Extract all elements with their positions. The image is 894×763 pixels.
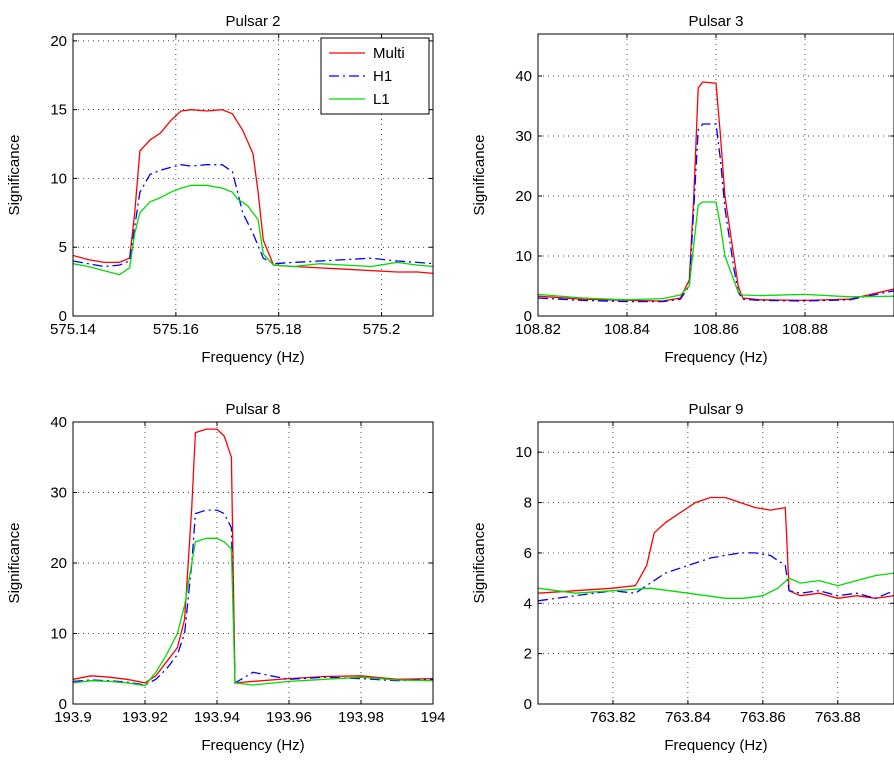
- x-tick-label: 193.9: [54, 709, 92, 726]
- x-tick-label: 763.86: [740, 709, 786, 726]
- y-tick-label: 10: [50, 170, 67, 187]
- series-line-l1: [73, 184, 433, 276]
- series-line-l1: [538, 572, 894, 599]
- y-tick-label: 8: [524, 495, 532, 512]
- axes-frame: [537, 421, 894, 705]
- chart-panel-4: 763.82 763.84 763.86 763.88 0 2 4 6 8 10 Pulsar 9 F…: [471, 401, 894, 754]
- chart-title: Pulsar 9: [688, 401, 743, 418]
- x-tick-label: 193.98: [338, 709, 384, 726]
- chart-panel-3: 193.9 193.92 193.94 193.96 193.98 194 0 10 20 30 4…: [6, 401, 446, 754]
- x-tick-label: 575.16: [153, 321, 199, 338]
- chart-panel-2: 108.82 108.84 108.86 108.88 0 10 20 30 40 Pulsar …: [471, 13, 894, 366]
- x-axis-label: Frequency (Hz): [664, 349, 767, 366]
- series-line-l1: [538, 201, 894, 301]
- x-tick-label: 108.88: [782, 321, 828, 338]
- x-tick-label: 763.84: [665, 709, 711, 726]
- legend: Multi H1 L1: [320, 37, 430, 115]
- y-tick-label: 4: [524, 595, 532, 612]
- y-tick-label: 30: [515, 128, 532, 145]
- series-line-multi: [538, 496, 894, 599]
- y-tick-label: 0: [524, 696, 532, 713]
- chart-title: Pulsar 8: [225, 401, 280, 418]
- axes-frame: [72, 33, 434, 317]
- x-tick-label: 575.2: [363, 321, 401, 338]
- x-tick-label: 194: [420, 709, 445, 726]
- chart-title: Pulsar 3: [688, 13, 743, 30]
- axes-frame: [537, 33, 894, 317]
- y-tick-label: 30: [50, 485, 67, 502]
- y-tick-label: 10: [50, 626, 67, 643]
- y-axis-label: Significance: [471, 135, 488, 216]
- y-tick-label: 10: [515, 248, 532, 265]
- x-tick-label: 763.88: [815, 709, 861, 726]
- x-tick-label: 108.84: [604, 321, 650, 338]
- x-axis-label: Frequency (Hz): [664, 737, 767, 754]
- y-tick-label: 6: [524, 545, 532, 562]
- series-line-h1: [73, 509, 433, 686]
- y-tick-label: 0: [59, 308, 67, 325]
- x-tick-label: 575.14: [50, 321, 96, 338]
- y-tick-label: 40: [50, 414, 67, 431]
- x-axis-label: Frequency (Hz): [201, 737, 304, 754]
- y-axis-label: Significance: [471, 523, 488, 604]
- y-tick-label: 2: [524, 646, 532, 663]
- x-tick-label: 193.94: [194, 709, 240, 726]
- chart-title: Pulsar 2: [225, 13, 280, 30]
- legend-label-multi: Multi: [373, 45, 405, 62]
- series-line-h1: [73, 164, 433, 268]
- series-line-l1: [73, 537, 433, 687]
- y-tick-label: 10: [515, 444, 532, 461]
- series-line-multi: [73, 428, 433, 684]
- y-tick-label: 20: [515, 188, 532, 205]
- y-axis-label: Significance: [6, 135, 23, 216]
- y-tick-label: 20: [50, 555, 67, 572]
- legend-label-h1: H1: [373, 68, 392, 85]
- x-tick-label: 108.82: [515, 321, 561, 338]
- series-line-h1: [538, 552, 894, 602]
- y-tick-label: 15: [50, 102, 67, 119]
- chart-panel-1: 575.14 575.16 575.18 575.2 0 5 10 15 20 Pulsar 2 F…: [6, 13, 434, 366]
- y-axis-label: Significance: [6, 523, 23, 604]
- x-tick-label: 193.96: [266, 709, 312, 726]
- series-line-h1: [538, 123, 894, 303]
- y-tick-label: 0: [59, 696, 67, 713]
- x-tick-label: 193.92: [122, 709, 168, 726]
- y-tick-label: 0: [524, 308, 532, 325]
- y-tick-label: 40: [515, 68, 532, 85]
- y-tick-label: 20: [50, 33, 67, 50]
- x-tick-label: 763.82: [590, 709, 636, 726]
- x-tick-label: 575.18: [256, 321, 302, 338]
- y-tick-label: 5: [59, 239, 67, 256]
- x-tick-label: 108.86: [693, 321, 739, 338]
- series-line-multi: [73, 109, 433, 275]
- x-axis-label: Frequency (Hz): [201, 349, 304, 366]
- legend-label-l1: L1: [373, 91, 390, 108]
